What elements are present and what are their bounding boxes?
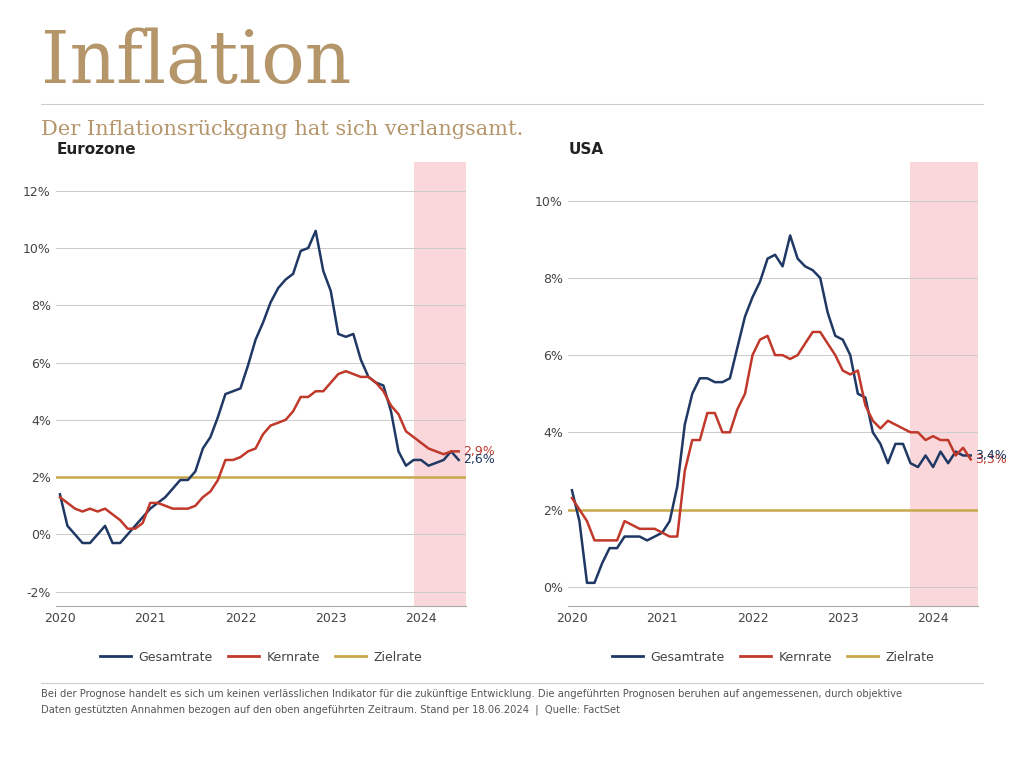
- Legend: Gesamtrate, Kernrate, Zielrate: Gesamtrate, Kernrate, Zielrate: [95, 645, 427, 669]
- Bar: [414, 162, 466, 606]
- Text: 2,6%: 2,6%: [463, 453, 495, 466]
- Text: Eurozone: Eurozone: [56, 142, 136, 157]
- Bar: [910, 162, 978, 606]
- Text: Bei der Prognose handelt es sich um keinen verlässlichen Indikator für die zukün: Bei der Prognose handelt es sich um kein…: [41, 689, 902, 699]
- Text: USA: USA: [568, 142, 603, 157]
- Text: 3,3%: 3,3%: [975, 453, 1007, 466]
- Legend: Gesamtrate, Kernrate, Zielrate: Gesamtrate, Kernrate, Zielrate: [607, 645, 939, 669]
- Text: Inflation: Inflation: [41, 27, 351, 97]
- Text: 2,9%: 2,9%: [463, 445, 495, 458]
- Text: Der Inflationsrückgang hat sich verlangsamt.: Der Inflationsrückgang hat sich verlangs…: [41, 120, 523, 139]
- Text: 3,4%: 3,4%: [975, 449, 1007, 462]
- Text: Daten gestützten Annahmen bezogen auf den oben angeführten Zeitraum. Stand per 1: Daten gestützten Annahmen bezogen auf de…: [41, 704, 620, 715]
